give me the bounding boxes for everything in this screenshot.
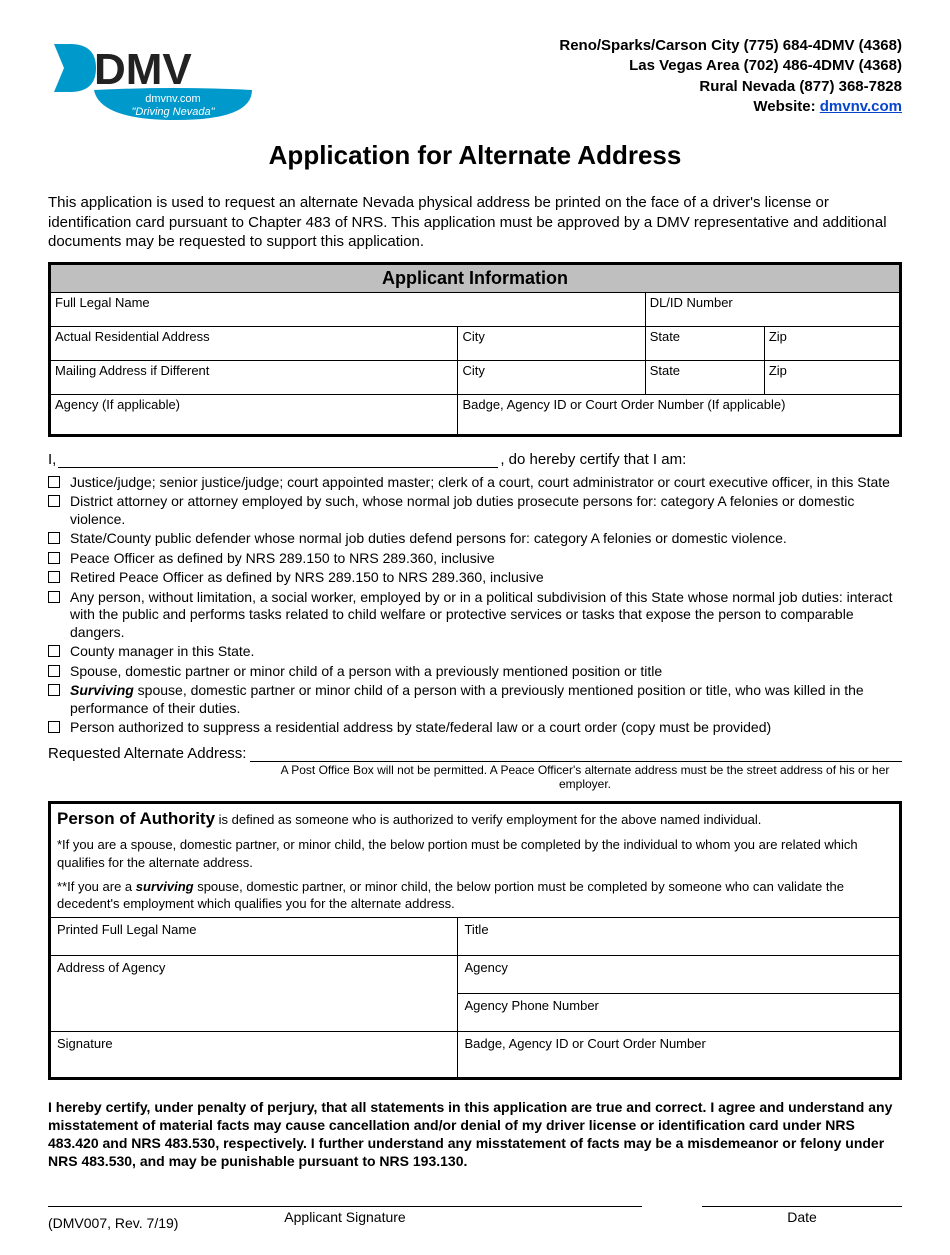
checkbox[interactable] — [48, 532, 60, 544]
field-badge[interactable]: Badge, Agency ID or Court Order Number (… — [458, 394, 901, 435]
intro-paragraph: This application is used to request an a… — [48, 193, 902, 252]
role-item: Person authorized to suppress a resident… — [48, 719, 902, 737]
field-auth-printed-name[interactable]: Printed Full Legal Name — [50, 917, 458, 955]
role-surviving: Surviving spouse, domestic partner or mi… — [70, 682, 902, 717]
dmv-logo: DMV dmvnv.com "Driving Nevada" — [48, 36, 258, 126]
checkbox[interactable] — [48, 721, 60, 733]
role-item: Retired Peace Officer as defined by NRS … — [48, 569, 902, 587]
requested-address-note: A Post Office Box will not be permitted.… — [268, 763, 902, 791]
role-item: Any person, without limitation, a social… — [48, 589, 902, 642]
contact-line-3: Rural Nevada (877) 368-7828 — [559, 77, 902, 97]
role-item: Justice/judge; senior justice/judge; cou… — [48, 474, 902, 492]
role-item: District attorney or attorney employed b… — [48, 493, 902, 528]
field-res-state[interactable]: State — [645, 326, 764, 360]
certify-line: I, , do hereby certify that I am: — [48, 451, 902, 468]
requested-address-input[interactable] — [250, 746, 902, 762]
contact-website: Website: dmvnv.com — [559, 97, 902, 117]
applicant-section-header: Applicant Information — [50, 263, 901, 292]
role-item: Spouse, domestic partner or minor child … — [48, 663, 902, 681]
field-mail-state[interactable]: State — [645, 360, 764, 394]
form-footer: (DMV007, Rev. 7/19) — [48, 1215, 178, 1231]
website-link[interactable]: dmvnv.com — [820, 98, 902, 115]
header: DMV dmvnv.com "Driving Nevada" Reno/Spar… — [48, 36, 902, 126]
page-title: Application for Alternate Address — [48, 140, 902, 171]
role-item: State/County public defender whose norma… — [48, 530, 902, 548]
field-full-legal-name[interactable]: Full Legal Name — [50, 292, 646, 326]
checkbox[interactable] — [48, 665, 60, 677]
field-auth-title[interactable]: Title — [458, 917, 901, 955]
checkbox[interactable] — [48, 684, 60, 696]
role-item: Peace Officer as defined by NRS 289.150 … — [48, 550, 902, 568]
field-auth-signature[interactable]: Signature — [50, 1031, 458, 1078]
field-auth-badge[interactable]: Badge, Agency ID or Court Order Number — [458, 1031, 901, 1078]
dmv-logo-svg: DMV dmvnv.com "Driving Nevada" — [48, 36, 258, 126]
date-block: Date — [702, 1206, 902, 1225]
certify-suffix: , do hereby certify that I am: — [500, 451, 686, 468]
field-auth-address-of-agency[interactable]: Address of Agency — [50, 955, 458, 1031]
checkbox[interactable] — [48, 571, 60, 583]
role-item: County manager in this State. — [48, 643, 902, 661]
role-list: Justice/judge; senior justice/judge; cou… — [48, 474, 902, 737]
contact-info: Reno/Sparks/Carson City (775) 684-4DMV (… — [559, 36, 902, 117]
checkbox[interactable] — [48, 552, 60, 564]
field-dl-id[interactable]: DL/ID Number — [645, 292, 900, 326]
svg-text:DMV: DMV — [94, 45, 192, 94]
field-res-zip[interactable]: Zip — [764, 326, 900, 360]
perjury-statement: I hereby certify, under penalty of perju… — [48, 1098, 902, 1171]
role-item: Surviving spouse, domestic partner or mi… — [48, 682, 902, 717]
svg-text:dmvnv.com: dmvnv.com — [145, 93, 200, 105]
checkbox[interactable] — [48, 495, 60, 507]
field-mail-zip[interactable]: Zip — [764, 360, 900, 394]
checkbox[interactable] — [48, 476, 60, 488]
field-mail-city[interactable]: City — [458, 360, 645, 394]
field-agency[interactable]: Agency (If applicable) — [50, 394, 458, 435]
certify-prefix: I, — [48, 451, 56, 468]
requested-address-row: Requested Alternate Address: — [48, 745, 902, 762]
field-residential-address[interactable]: Actual Residential Address — [50, 326, 458, 360]
svg-text:"Driving Nevada": "Driving Nevada" — [131, 106, 215, 118]
applicant-signature-line[interactable] — [48, 1206, 642, 1207]
contact-line-2: Las Vegas Area (702) 486-4DMV (4368) — [559, 56, 902, 76]
page: DMV dmvnv.com "Driving Nevada" Reno/Spar… — [0, 0, 950, 1255]
field-mailing-address[interactable]: Mailing Address if Different — [50, 360, 458, 394]
field-auth-agency[interactable]: Agency — [458, 955, 901, 993]
contact-line-1: Reno/Sparks/Carson City (775) 684-4DMV (… — [559, 36, 902, 56]
certify-name-input[interactable] — [58, 452, 498, 468]
authority-table: Person of Authority is defined as someon… — [48, 801, 902, 1080]
field-res-city[interactable]: City — [458, 326, 645, 360]
checkbox[interactable] — [48, 645, 60, 657]
authority-header: Person of Authority is defined as someon… — [50, 802, 901, 917]
requested-address-label: Requested Alternate Address: — [48, 745, 246, 762]
applicant-info-table: Applicant Information Full Legal Name DL… — [48, 262, 902, 437]
checkbox[interactable] — [48, 591, 60, 603]
field-auth-agency-phone[interactable]: Agency Phone Number — [458, 993, 901, 1031]
date-line[interactable] — [702, 1206, 902, 1207]
